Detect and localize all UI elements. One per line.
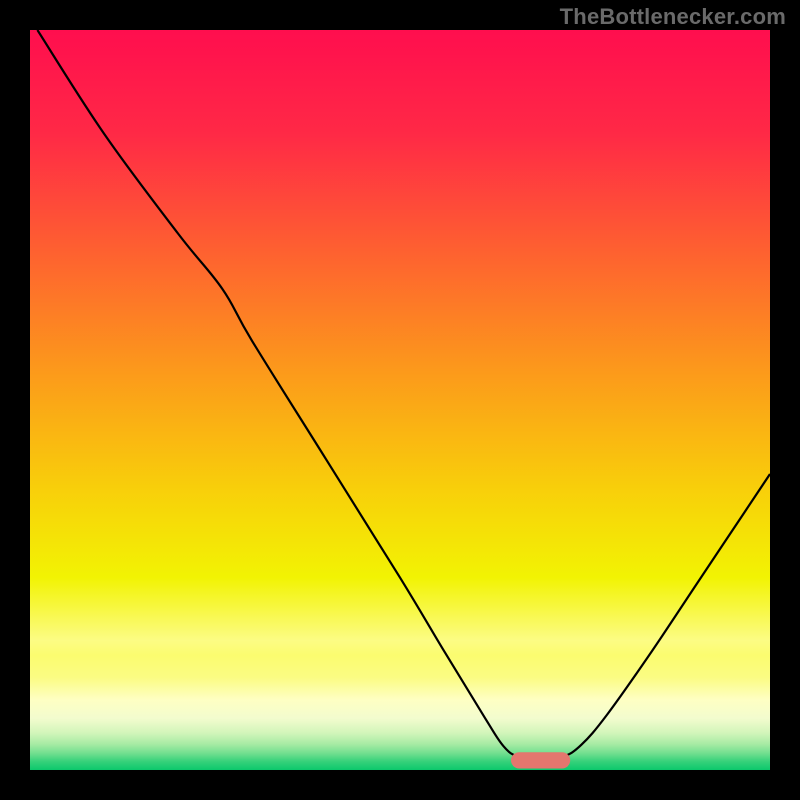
bottleneck-curve-chart [30, 30, 770, 770]
watermark-text: TheBottlenecker.com [560, 4, 786, 30]
chart-container: TheBottlenecker.com [0, 0, 800, 800]
optimal-marker [511, 752, 570, 768]
plot-area [30, 30, 770, 770]
gradient-background [30, 30, 770, 770]
